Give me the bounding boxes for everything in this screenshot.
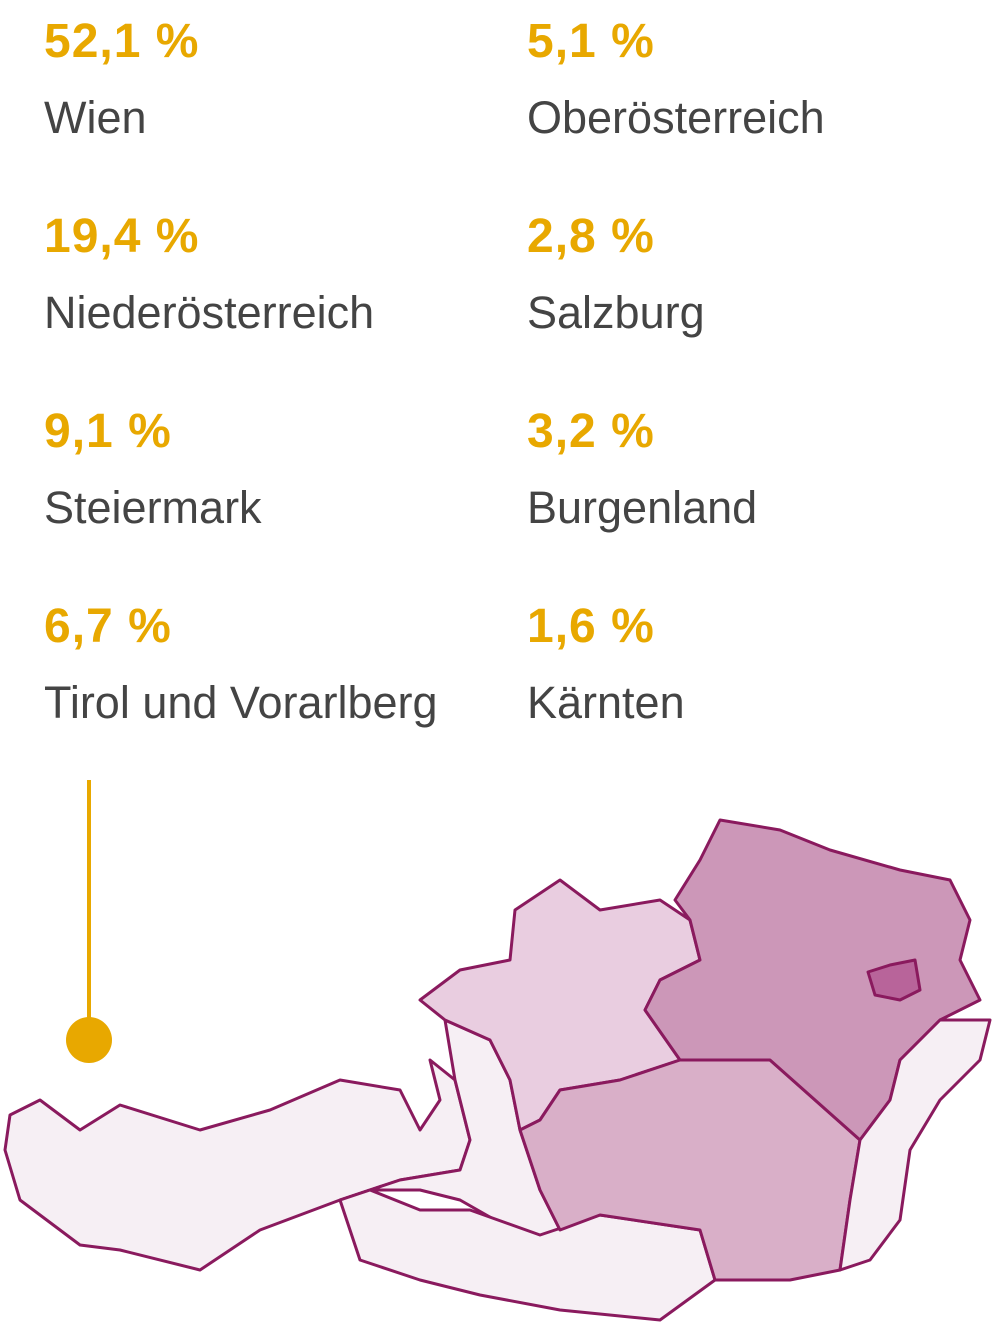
- region-name: Steiermark: [44, 482, 262, 533]
- region-share: 1,6 %: [527, 600, 655, 653]
- region-item: 1,6 % Kärnten: [527, 595, 984, 790]
- wien-shape: [866, 958, 922, 1002]
- region-item: 2,8 % Salzburg: [527, 205, 984, 400]
- region-name: Oberösterreich: [527, 92, 825, 143]
- region-name: Kärnten: [527, 677, 685, 728]
- region-share: 9,1 %: [44, 405, 172, 458]
- region-name: Wien: [44, 92, 147, 143]
- steiermark-shape: [518, 1058, 862, 1282]
- region-share: 3,2 %: [527, 405, 655, 458]
- region-share: 52,1 %: [44, 15, 200, 68]
- region-name: Tirol und Vorarlberg: [44, 677, 438, 728]
- region-item: 5,1 % Oberösterreich: [527, 10, 984, 205]
- region-item: 19,4 % Niederösterreich: [44, 205, 527, 400]
- region-list: 52,1 % Wien 5,1 % Oberösterreich 19,4 % Niede…: [44, 10, 984, 790]
- region-share: 19,4 %: [44, 210, 200, 263]
- region-item: 52,1 % Wien: [44, 10, 527, 205]
- region-item: 3,2 % Burgenland: [527, 400, 984, 595]
- region-name: Niederösterreich: [44, 287, 375, 338]
- region-name: Salzburg: [527, 287, 705, 338]
- niederoesterreich-shape: [643, 818, 982, 1142]
- region-share: 5,1 %: [527, 15, 655, 68]
- pin-dot: [66, 1017, 112, 1063]
- region-item: 6,7 % Tirol und Vorarlberg: [44, 595, 527, 790]
- region-share: 2,8 %: [527, 210, 655, 263]
- burgenland-shape: [838, 1018, 992, 1272]
- region-name: Burgenland: [527, 482, 758, 533]
- region-item: 9,1 % Steiermark: [44, 400, 527, 595]
- region-share: 6,7 %: [44, 600, 172, 653]
